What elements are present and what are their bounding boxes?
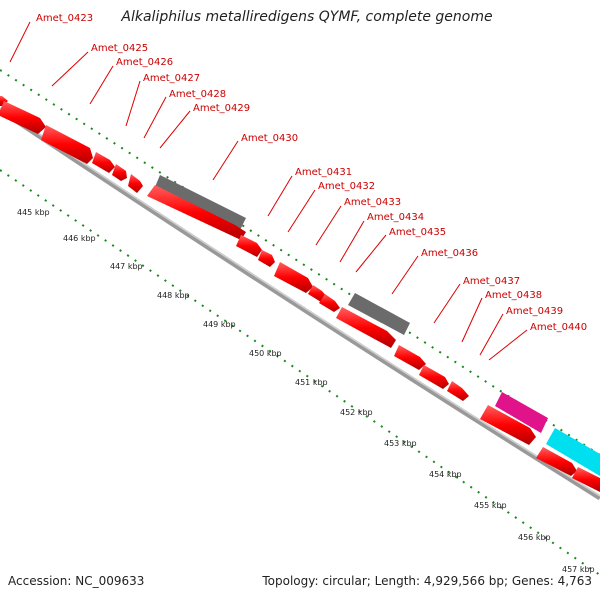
ruler-labels: 445 kbp 446 kbp 447 kbp 448 kbp 449 kbp …	[17, 208, 595, 574]
gene-label: Amet_0423	[36, 13, 93, 24]
gene-feature[interactable]	[274, 262, 313, 293]
gene-label-group[interactable]: Amet_0439	[479, 306, 563, 356]
ruler-label: 448 kbp	[157, 291, 190, 300]
gene-label-group[interactable]: Amet_0435	[355, 227, 446, 273]
genome-backbone-highlight	[0, 107, 600, 497]
gene-feature[interactable]	[394, 345, 426, 370]
gene-label-group[interactable]: Amet_0425	[51, 43, 148, 87]
gene-feature[interactable]	[447, 381, 469, 401]
forward-strand-genes	[0, 96, 600, 492]
genome-backbone	[0, 107, 600, 501]
ruler-label: 453 kbp	[384, 439, 417, 448]
gene-label-group[interactable]: Amet_0423	[9, 13, 93, 63]
map-title: Alkaliphilus metalliredigens QYMF, compl…	[121, 9, 493, 25]
gene-label: Amet_0433	[344, 197, 401, 208]
gene-label-group[interactable]: Amet_0433	[315, 197, 401, 246]
gene-feature[interactable]	[92, 152, 115, 173]
gene-label-group[interactable]: Amet_0427	[125, 73, 200, 127]
gene-feature[interactable]	[319, 294, 340, 312]
gene-label: Amet_0428	[169, 89, 226, 100]
gene-label: Amet_0426	[116, 57, 173, 68]
gene-feature[interactable]	[0, 101, 46, 134]
ruler-label: 445 kbp	[17, 208, 50, 217]
gene-label: Amet_0440	[530, 322, 587, 333]
gene-label: Amet_0439	[506, 306, 563, 317]
ruler-label: 454 kbp	[429, 470, 462, 479]
gene-feature[interactable]	[41, 125, 93, 164]
accession-label: Accession: NC_009633	[8, 574, 145, 588]
gene-label-group[interactable]: Amet_0428	[143, 89, 226, 139]
gene-feature[interactable]	[112, 164, 127, 181]
gene-label: Amet_0437	[463, 276, 520, 287]
gene-feature[interactable]	[155, 175, 246, 230]
gene-feature[interactable]	[348, 293, 410, 335]
gene-label: Amet_0427	[143, 73, 200, 84]
gene-label: Amet_0438	[485, 290, 542, 301]
gene-feature[interactable]	[308, 285, 327, 302]
gene-feature[interactable]	[480, 405, 536, 445]
gene-label-group[interactable]: Amet_0429	[159, 103, 250, 149]
ruler-label: 455 kbp	[474, 501, 507, 510]
gene-label: Amet_0429	[193, 103, 250, 114]
gene-label: Amet_0431	[295, 167, 352, 178]
ruler-label: 457 kbp	[562, 565, 595, 574]
topology-label: Topology: circular; Length: 4,929,566 bp…	[262, 574, 592, 588]
gene-feature[interactable]	[536, 447, 577, 476]
gene-label: Amet_0434	[367, 212, 424, 223]
gene-label-group[interactable]: Amet_0432	[287, 181, 375, 233]
ruler-label: 456 kbp	[518, 533, 551, 542]
gene-feature[interactable]	[236, 235, 262, 257]
gene-label: Amet_0436	[421, 248, 478, 259]
ruler-label: 452 kbp	[340, 408, 373, 417]
ruler-label: 446 kbp	[63, 234, 96, 243]
gene-label-group[interactable]: Amet_0434	[339, 212, 424, 263]
ruler-label: 447 kbp	[110, 262, 143, 271]
ruler-tick-ring	[0, 169, 600, 576]
gene-label-group[interactable]: Amet_0437	[433, 276, 520, 324]
ruler-label: 449 kbp	[203, 320, 236, 329]
gene-feature[interactable]	[128, 174, 143, 193]
gene-label: Amet_0430	[241, 133, 298, 144]
gene-feature[interactable]	[546, 428, 600, 476]
gene-feature[interactable]	[419, 365, 449, 389]
ruler-label: 450 kbp	[249, 349, 282, 358]
gene-feature[interactable]	[258, 250, 275, 267]
gene-feature[interactable]	[336, 307, 396, 348]
gene-label-group[interactable]: Amet_0436	[391, 248, 478, 295]
gene-label-group[interactable]: Amet_0440	[488, 322, 587, 361]
gene-feature[interactable]	[495, 392, 548, 433]
gene-label-group[interactable]: Amet_0430	[212, 133, 298, 181]
gene-label: Amet_0432	[318, 181, 375, 192]
gene-label-group[interactable]: Amet_0431	[267, 167, 352, 217]
gene-label-group[interactable]: Amet_0426	[89, 57, 173, 105]
gene-label-group[interactable]: Amet_0438	[461, 290, 542, 343]
gene-label: Amet_0425	[91, 43, 148, 54]
gene-feature[interactable]	[147, 185, 246, 240]
ruler-label: 451 kbp	[295, 378, 328, 387]
gene-feature[interactable]	[572, 467, 600, 492]
gene-labels: Amet_0423 Amet_0425 Amet_0426 Amet_0427 …	[9, 13, 587, 361]
gene-label: Amet_0435	[389, 227, 446, 238]
